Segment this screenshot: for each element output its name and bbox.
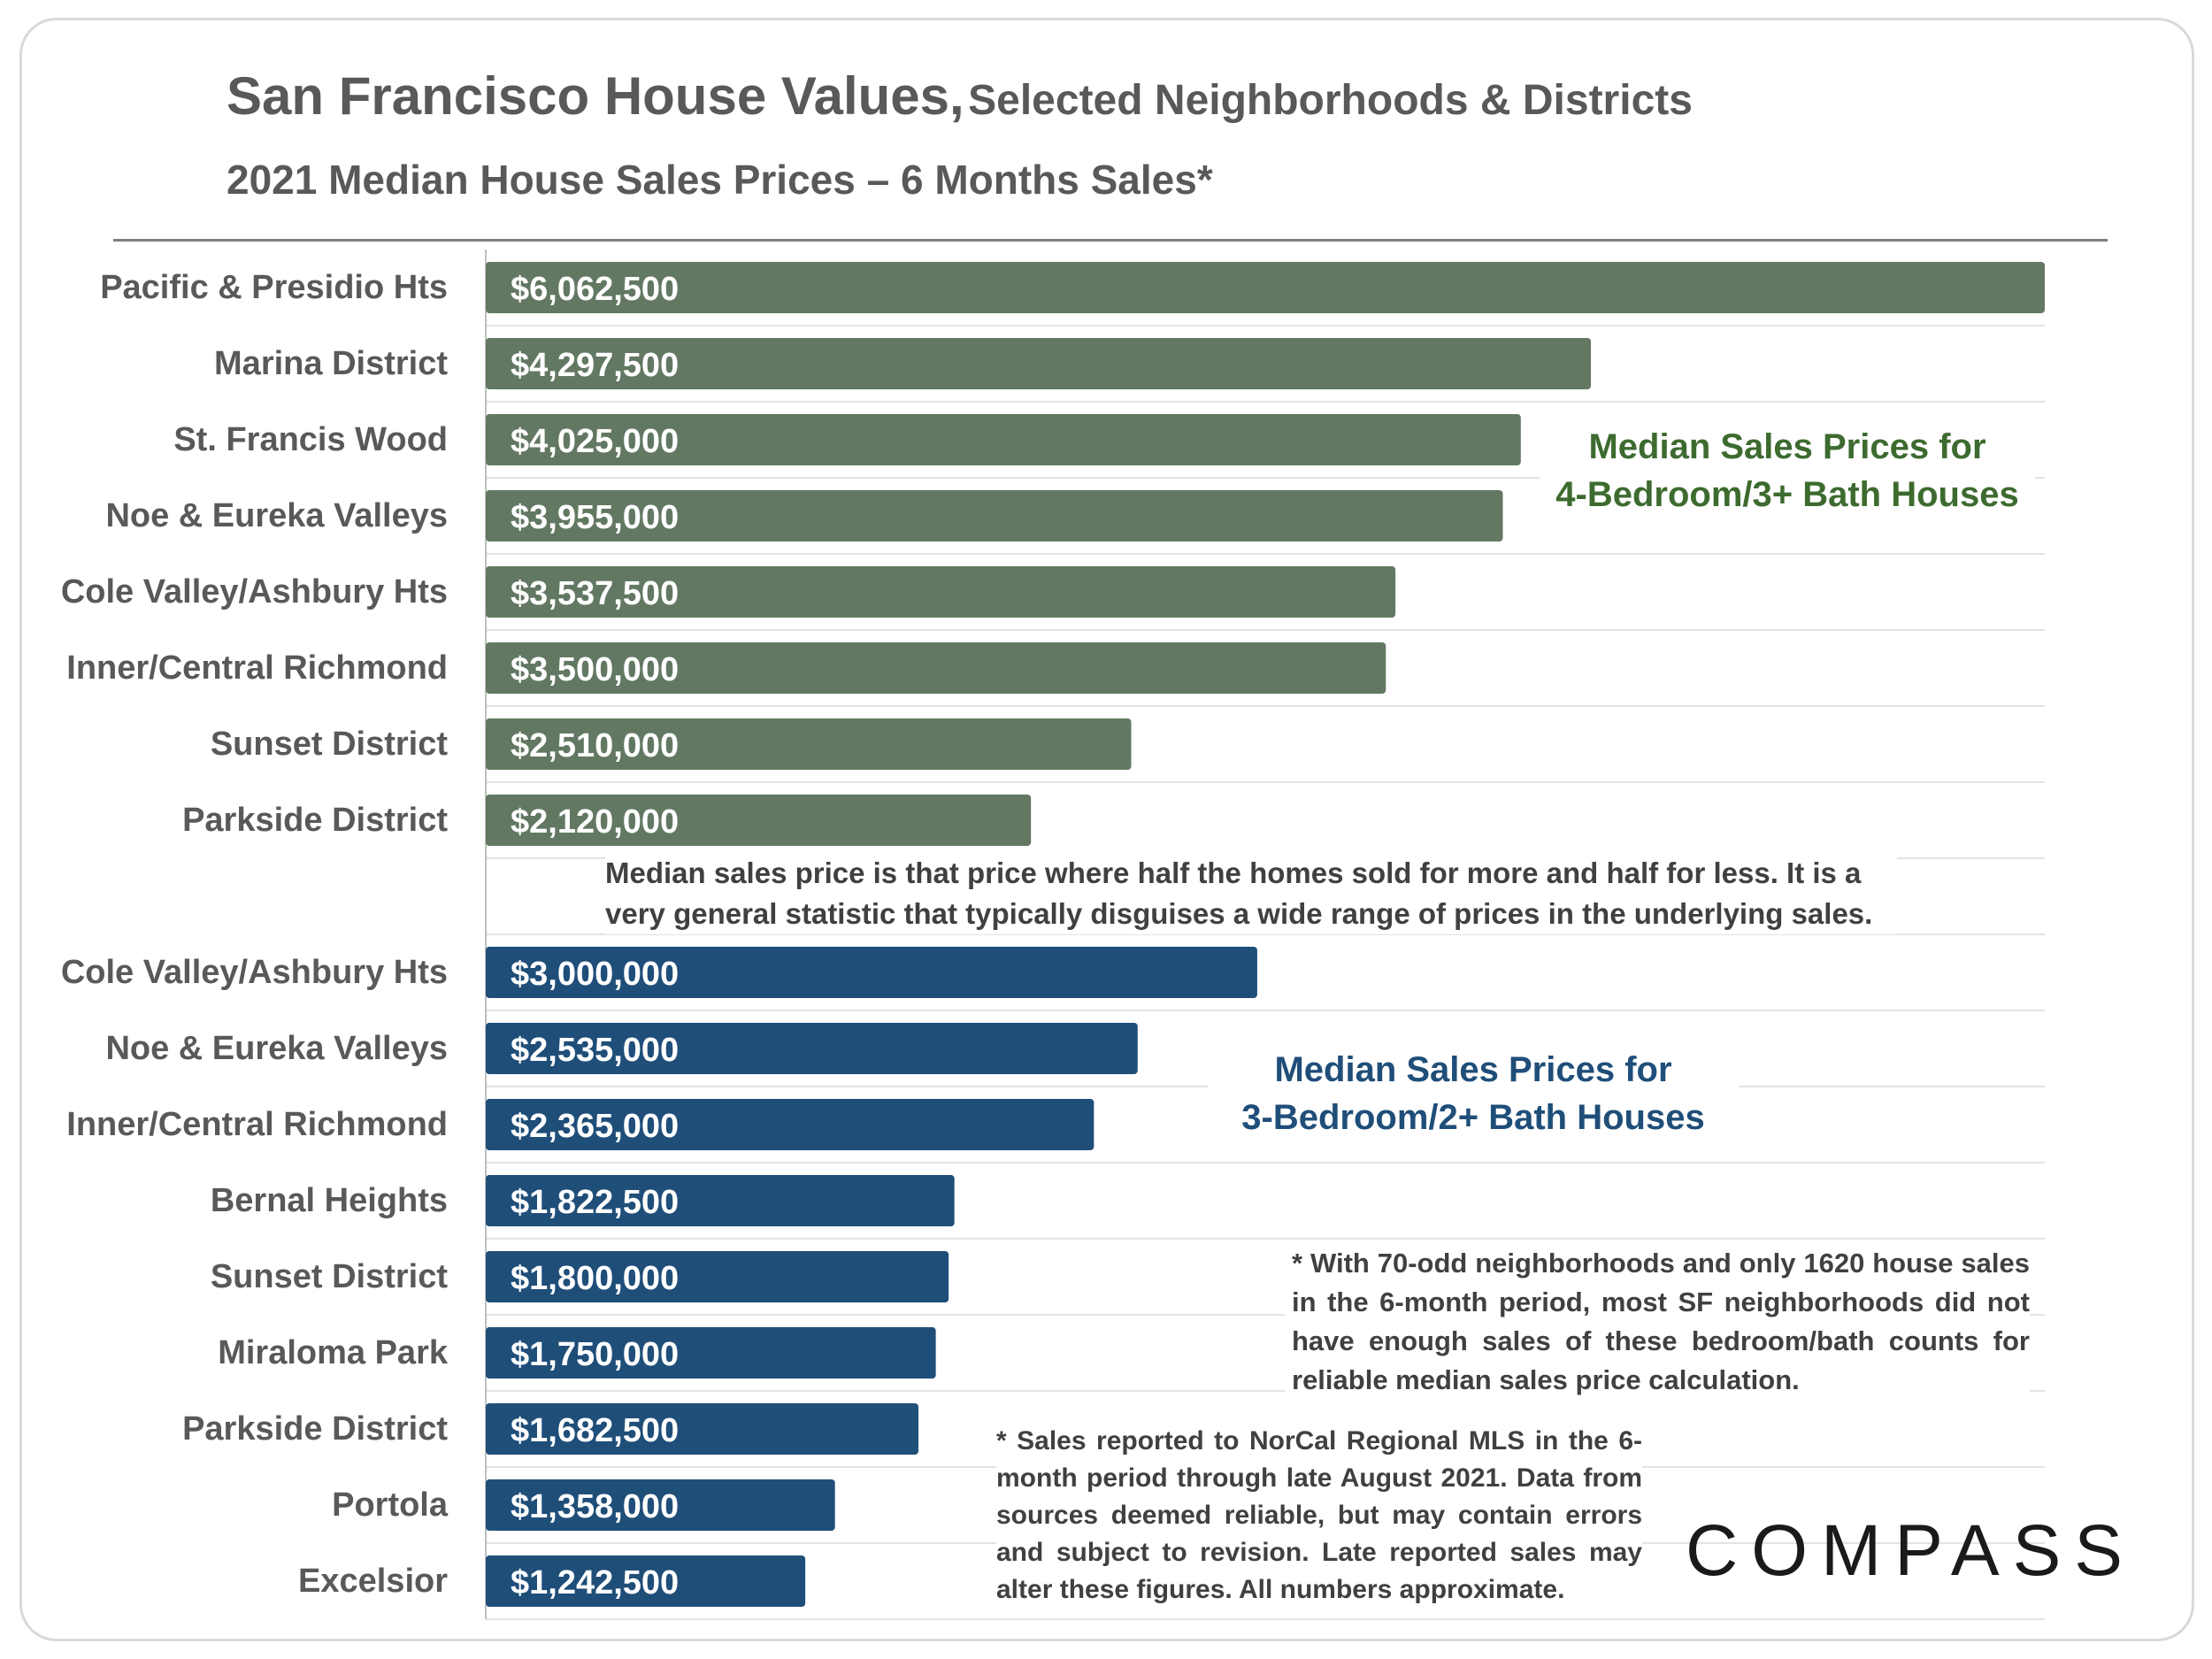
bar bbox=[486, 1251, 949, 1302]
bar bbox=[486, 1023, 1138, 1074]
neighborhoods-footnote: * With 70-odd neighborhoods and only 162… bbox=[1285, 1244, 2030, 1400]
bar bbox=[486, 795, 1032, 846]
bar-value-label: $4,025,000 bbox=[511, 423, 679, 460]
bar-value-label: $2,510,000 bbox=[511, 727, 679, 764]
category-label: St. Francis Wood bbox=[173, 421, 448, 458]
bar bbox=[486, 1099, 1094, 1150]
category-label: Cole Valley/Ashbury Hts bbox=[61, 954, 448, 991]
bar-group: $6,062,500 Pacific & Presidio Hts bbox=[100, 262, 2045, 313]
bar-group: $1,242,500 Excelsior bbox=[298, 1555, 806, 1607]
category-label: Inner/Central Richmond bbox=[66, 649, 448, 687]
compass-logo: COMPASS bbox=[1686, 1510, 2136, 1591]
category-label: Cole Valley/Ashbury Hts bbox=[61, 573, 448, 611]
bar bbox=[486, 718, 1132, 770]
category-label: Pacific & Presidio Hts bbox=[100, 269, 448, 306]
bar-value-label: $1,358,000 bbox=[511, 1488, 679, 1525]
category-label: Sunset District bbox=[211, 726, 449, 763]
bar-group: $1,800,000 Sunset District bbox=[211, 1251, 949, 1302]
bar bbox=[486, 566, 1396, 618]
bar-value-label: $3,537,500 bbox=[511, 575, 679, 612]
bar-value-label: $1,242,500 bbox=[511, 1564, 679, 1601]
bar bbox=[486, 642, 1386, 694]
bar-value-label: $3,000,000 bbox=[511, 956, 679, 993]
bar-group: $2,510,000 Sunset District bbox=[211, 718, 1132, 770]
bar-group: $1,750,000 Miraloma Park bbox=[218, 1327, 936, 1379]
bar-value-label: $3,955,000 bbox=[511, 499, 679, 536]
bar bbox=[486, 1175, 955, 1226]
category-label: Inner/Central Richmond bbox=[66, 1106, 448, 1143]
bar-group: $1,822,500 Bernal Heights bbox=[211, 1175, 955, 1226]
median-definition-note: Median sales price is that price where h… bbox=[605, 853, 1897, 934]
bar-value-label: $2,120,000 bbox=[511, 803, 679, 841]
title-main: San Francisco House Values, bbox=[227, 66, 964, 126]
bar bbox=[486, 1403, 919, 1455]
bar-value-label: $4,297,500 bbox=[511, 347, 679, 384]
title-divider bbox=[113, 239, 2108, 242]
bar-group: $1,682,500 Parkside District bbox=[182, 1403, 919, 1455]
title-sub: Selected Neighborhoods & Districts bbox=[968, 77, 1693, 124]
bar bbox=[486, 414, 1521, 465]
bar-group: $3,000,000 Cole Valley/Ashbury Hts bbox=[61, 947, 1257, 998]
chart-title: San Francisco House Values, Selected Nei… bbox=[227, 65, 1693, 127]
chart-subtitle: 2021 Median House Sales Prices – 6 Month… bbox=[227, 157, 1213, 203]
bar bbox=[486, 1479, 835, 1531]
category-label: Excelsior bbox=[298, 1563, 448, 1600]
legend-4-bedroom: Median Sales Prices for 4-Bedroom/3+ Bat… bbox=[1540, 423, 2035, 518]
category-label: Sunset District bbox=[211, 1258, 449, 1295]
bar bbox=[486, 490, 1503, 541]
source-footnote: * Sales reported to NorCal Regional MLS … bbox=[996, 1423, 1642, 1609]
bar-group: $4,025,000 St. Francis Wood bbox=[173, 414, 1521, 465]
bar-value-label: $1,750,000 bbox=[511, 1336, 679, 1373]
bar-value-label: $1,800,000 bbox=[511, 1260, 679, 1297]
category-label: Parkside District bbox=[182, 802, 448, 839]
legend-3br-line1: Median Sales Prices for bbox=[1274, 1050, 1672, 1089]
legend-4br-line2: 4-Bedroom/3+ Bath Houses bbox=[1555, 475, 2019, 514]
bar-group: $2,365,000 Inner/Central Richmond bbox=[66, 1099, 1094, 1150]
bar-group: $3,537,500 Cole Valley/Ashbury Hts bbox=[61, 566, 1396, 618]
legend-3-bedroom: Median Sales Prices for 3-Bedroom/2+ Bat… bbox=[1208, 1046, 1739, 1141]
bar-group: $4,297,500 Marina District bbox=[214, 338, 1592, 389]
bar bbox=[486, 1555, 806, 1607]
bar bbox=[486, 338, 1592, 389]
bar-value-label: $6,062,500 bbox=[511, 271, 679, 308]
legend-4br-line1: Median Sales Prices for bbox=[1588, 427, 1986, 466]
bar-value-label: $2,535,000 bbox=[511, 1032, 679, 1069]
category-label: Bernal Heights bbox=[211, 1182, 448, 1219]
category-label: Noe & Eureka Valleys bbox=[105, 497, 448, 534]
bar bbox=[486, 262, 2045, 313]
category-label: Miraloma Park bbox=[218, 1334, 449, 1371]
bar-group: $2,535,000 Noe & Eureka Valleys bbox=[105, 1023, 1138, 1074]
bar-value-label: $1,682,500 bbox=[511, 1412, 679, 1449]
bar-value-label: $1,822,500 bbox=[511, 1184, 679, 1221]
bar-group: $2,120,000 Parkside District bbox=[182, 795, 1032, 846]
bar-group: $3,500,000 Inner/Central Richmond bbox=[66, 642, 1386, 694]
bar bbox=[486, 947, 1257, 998]
category-label: Noe & Eureka Valleys bbox=[105, 1030, 448, 1067]
bar-group: $1,358,000 Portola bbox=[332, 1479, 835, 1531]
category-label: Parkside District bbox=[182, 1410, 448, 1448]
bar-group: $3,955,000 Noe & Eureka Valleys bbox=[105, 490, 1503, 541]
category-label: Portola bbox=[332, 1486, 449, 1524]
category-label: Marina District bbox=[214, 345, 448, 382]
bar-value-label: $3,500,000 bbox=[511, 651, 679, 688]
bar bbox=[486, 1327, 936, 1379]
bar-value-label: $2,365,000 bbox=[511, 1108, 679, 1145]
legend-3br-line2: 3-Bedroom/2+ Bath Houses bbox=[1241, 1098, 1705, 1137]
